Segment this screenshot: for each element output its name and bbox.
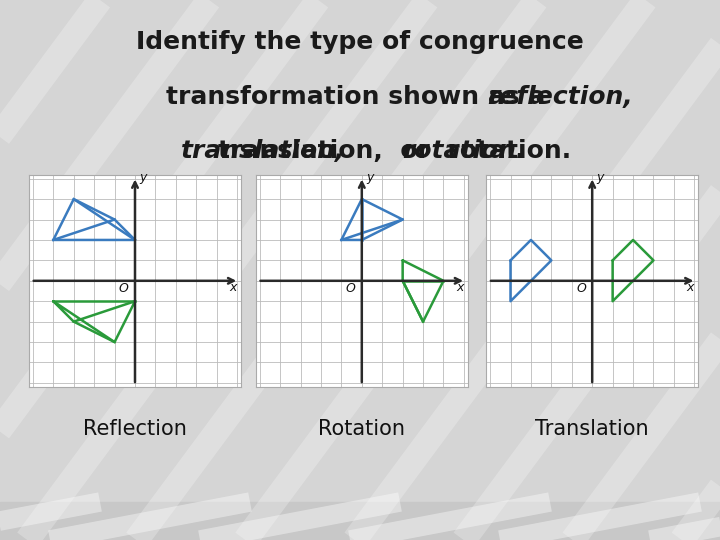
Text: reflection,: reflection, (487, 85, 633, 110)
Text: x: x (456, 281, 464, 294)
Text: Rotation: Rotation (318, 418, 405, 439)
Text: Identify the type of congruence: Identify the type of congruence (136, 30, 584, 54)
Text: O: O (346, 282, 356, 295)
Text: x: x (687, 281, 694, 294)
Text: y: y (596, 171, 603, 184)
Text: y: y (139, 171, 146, 184)
Text: O: O (119, 282, 129, 295)
Text: y: y (366, 171, 373, 184)
Text: x: x (230, 281, 237, 294)
Text: Translation: Translation (536, 418, 649, 439)
Text: O: O (576, 282, 586, 295)
Text: rotation.: rotation. (402, 139, 526, 163)
Text: transformation shown as a: transformation shown as a (166, 85, 554, 110)
Text: translation,  or  rotation.: translation, or rotation. (148, 139, 572, 163)
Text: translation,: translation, (181, 139, 345, 163)
Text: Reflection: Reflection (83, 418, 187, 439)
